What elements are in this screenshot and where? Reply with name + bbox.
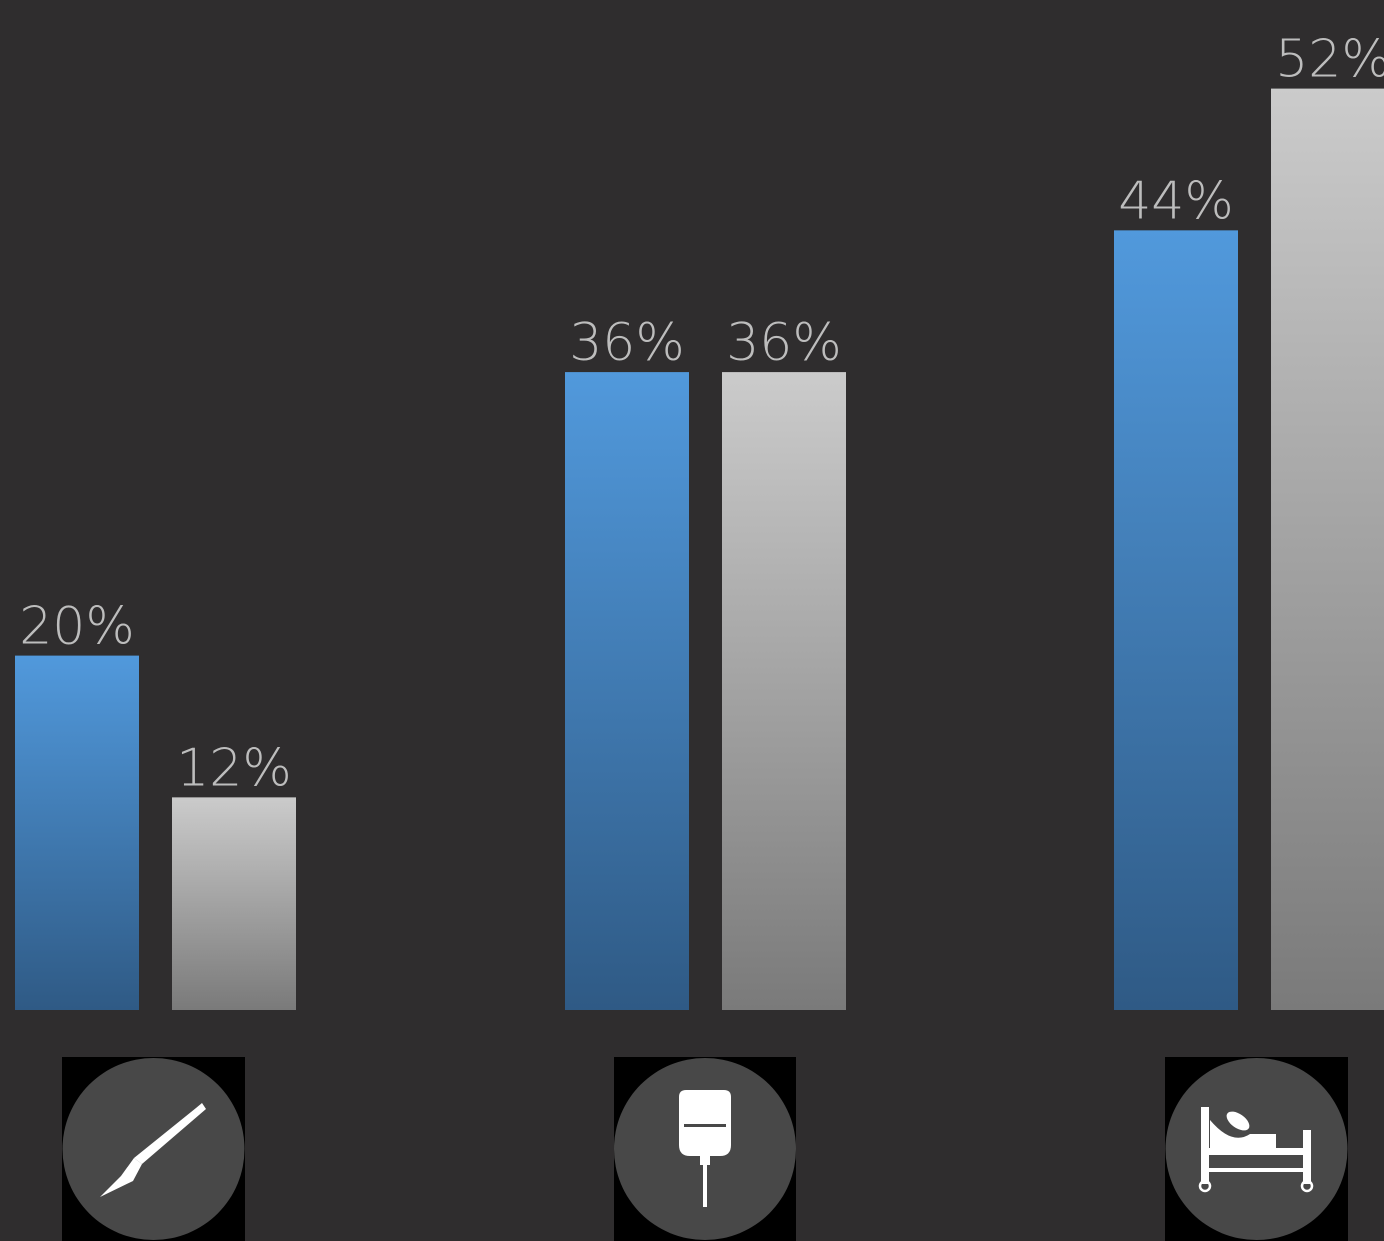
bar-s1-c2 <box>1271 88 1384 1010</box>
bar-s0-c0 <box>15 655 139 1010</box>
bar-s0-c2 <box>1114 230 1238 1010</box>
data-label-s0-c2: 44% <box>1118 171 1234 231</box>
data-label-s1-c1: 36% <box>726 313 842 373</box>
icons-layer <box>62 1057 1348 1241</box>
labels-layer: 20% 36% 44% 12% 36% 52% <box>19 30 1384 799</box>
bar-s1-c0 <box>172 797 296 1010</box>
bar-s1-c1 <box>722 372 846 1011</box>
hospital-bed-icon <box>1165 1057 1348 1241</box>
bar-s0-c1 <box>565 372 689 1011</box>
scalpel-icon <box>62 1057 245 1241</box>
data-label-s1-c2: 52% <box>1275 30 1384 90</box>
data-label-s0-c1: 36% <box>569 313 685 373</box>
iv-bag-icon <box>614 1057 796 1241</box>
bars-layer <box>15 88 1384 1011</box>
data-label-s0-c0: 20% <box>19 597 135 657</box>
data-label-s1-c0: 12% <box>176 738 292 798</box>
